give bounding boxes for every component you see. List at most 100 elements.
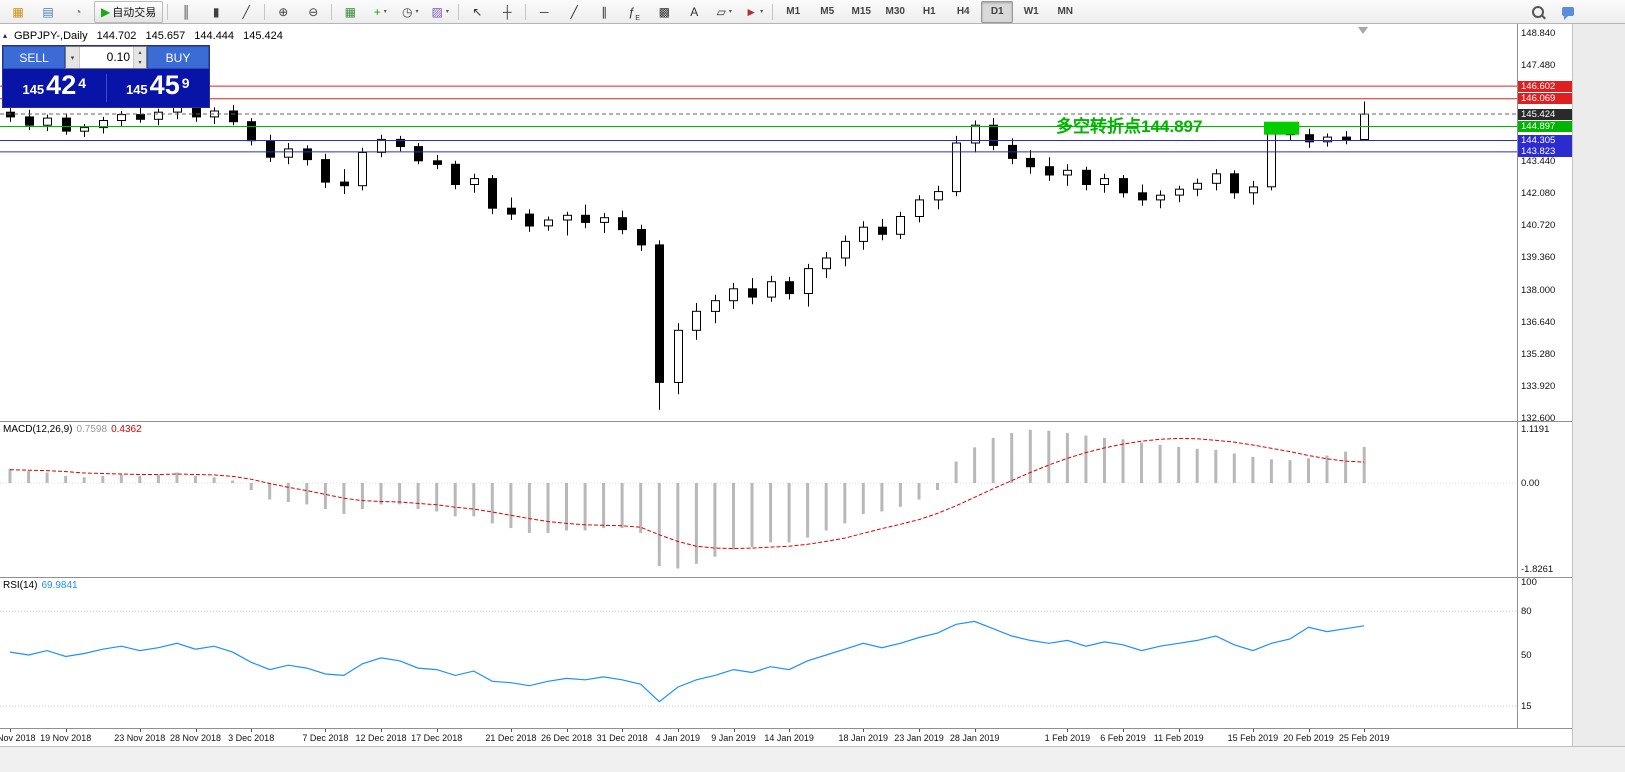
grid-icon[interactable]: ▩	[650, 1, 678, 23]
templates-icon[interactable]: ▨ ▾	[426, 1, 454, 23]
zoom-out-icon[interactable]: ⊖	[299, 1, 327, 23]
zoom-in-icon: ⊕	[278, 4, 289, 19]
date-tick	[677, 729, 679, 732]
refresh-icon: ◔	[74, 4, 82, 19]
timeframe-w1[interactable]: W1	[1023, 6, 1039, 17]
price-level-label: 144.305	[1518, 135, 1573, 146]
date-label: 25 Feb 2019	[1338, 733, 1390, 743]
tile-windows-icon[interactable]: ▦	[336, 1, 364, 23]
timeframe-mn[interactable]: MN	[1057, 6, 1074, 17]
chevron-down-icon: ▾	[383, 9, 387, 15]
charts-icon[interactable]: ▤	[34, 1, 62, 23]
sell-price-prefix: 145	[22, 81, 45, 97]
axis-tick-label: 132.600	[1521, 412, 1556, 424]
date-label: 14 Jan 2019	[764, 733, 814, 743]
right-gutter	[1572, 24, 1625, 746]
date-tick	[10, 729, 11, 732]
axis-tick-label: 143.440	[1521, 155, 1556, 167]
periods-icon[interactable]: ◷ ▾	[396, 1, 424, 23]
one-click-toggle[interactable]: ▴	[3, 31, 8, 40]
buy-price-pip: 9	[181, 75, 190, 91]
chevron-down-icon: ▾	[445, 9, 449, 15]
volume-dropdown[interactable]: ▾	[66, 47, 80, 68]
date-tick	[195, 729, 197, 732]
zoom-in-icon[interactable]: ⊕	[269, 1, 297, 23]
date-tick	[733, 729, 735, 732]
date-tick	[566, 729, 568, 732]
arrows-icon[interactable]: ► ▾	[740, 1, 768, 23]
timeframe-h4[interactable]: H4	[956, 6, 970, 17]
price-level-label: 144.897	[1518, 121, 1573, 132]
date-tick	[1178, 729, 1180, 732]
date-label: 15 Feb 2019	[1227, 733, 1279, 743]
rsi-canvas[interactable]	[0, 577, 1517, 728]
sell-price-pip: 4	[78, 75, 87, 91]
axis-tick-label: 0.00	[1521, 477, 1540, 489]
chart-shift-marker[interactable]	[1358, 27, 1368, 34]
date-label: 23 Jan 2019	[894, 733, 944, 743]
equidistant-channel-icon[interactable]: ∥	[590, 1, 618, 23]
volume-up-button[interactable]: ▴	[134, 47, 146, 58]
pivot-annotation: 多空转折点144.897	[1056, 117, 1203, 136]
candlestick-chart-icon[interactable]: ▮	[202, 1, 230, 23]
timeframe-d1[interactable]: D1	[981, 0, 1014, 23]
volume-down-button[interactable]: ▾	[134, 57, 146, 68]
crosshair-icon[interactable]: ┼	[493, 1, 521, 23]
candlestick-series	[6, 101, 1369, 410]
highlight-box	[1264, 121, 1300, 135]
axis-tick-label: 100	[1521, 576, 1537, 588]
chat-icon[interactable]	[1554, 1, 1582, 23]
axis-tick-label: 138.000	[1521, 284, 1556, 296]
timeframe-m15[interactable]: M15	[851, 6, 871, 17]
low-value: 144.444	[194, 30, 235, 42]
indicators-icon[interactable]: + ▾	[366, 1, 394, 23]
search-icon[interactable]	[1524, 1, 1552, 23]
buy-price[interactable]: 145 45 9	[107, 72, 210, 104]
bar-chart-icon[interactable]: ║	[172, 1, 200, 23]
price-level-label: 146.602	[1518, 80, 1573, 92]
price-level-label: 146.069	[1518, 93, 1573, 105]
timeframe-m1[interactable]: M1	[786, 6, 801, 17]
macd-indicator-label: MACD(12,26,9) 0.7598 0.4362	[3, 424, 142, 435]
rsi-indicator-label: RSI(14) 69.9841	[3, 580, 78, 591]
buy-button[interactable]: BUY	[147, 46, 209, 69]
grid-icon: ▩	[658, 4, 670, 19]
rsi-panel-separator[interactable]	[0, 577, 1572, 578]
cursor-icon[interactable]: ↖	[463, 1, 491, 23]
date-tick	[436, 729, 438, 732]
axis-tick-label: 135.280	[1521, 349, 1556, 360]
axis-tick-label: 148.840	[1521, 27, 1556, 39]
axis-tick-label: 147.480	[1521, 59, 1556, 71]
line-chart-icon[interactable]: ╱	[232, 1, 260, 23]
volume-control: ▾ 0.10 ▴ ▾	[65, 46, 147, 69]
shapes-icon[interactable]: ▱ ▾	[710, 1, 738, 23]
date-tick	[1252, 729, 1254, 732]
macd-panel-separator[interactable]	[0, 421, 1572, 422]
macd-canvas[interactable]	[0, 421, 1517, 577]
sell-price[interactable]: 145 42 4	[3, 72, 106, 104]
volume-input[interactable]: 0.10	[106, 50, 130, 64]
text-icon: A	[690, 4, 699, 19]
axis-tick-label: 140.720	[1521, 220, 1556, 231]
sell-button[interactable]: SELL	[3, 46, 65, 69]
text-icon[interactable]: A	[680, 1, 708, 23]
time-axis-separator	[0, 728, 1572, 729]
horizontal-line-icon[interactable]: ─	[530, 1, 558, 23]
new-order-icon[interactable]: ▦	[4, 1, 32, 23]
trendline-icon[interactable]: ╱	[560, 1, 588, 23]
price-chart-canvas[interactable]	[0, 24, 1517, 421]
date-tick	[919, 729, 920, 732]
toolbar-separator	[525, 3, 527, 20]
timeframe-m30[interactable]: M30	[885, 6, 905, 17]
price-axis[interactable]: 148.840 147.480 143.440 142.080 140.720 139.3…	[1517, 24, 1573, 746]
timeframe-m5[interactable]: M5	[820, 6, 835, 17]
date-label: 3 Dec 2018	[228, 733, 275, 743]
autotrading-button[interactable]: ▶ 自动交易	[94, 0, 164, 23]
axis-tick-label: 142.080	[1521, 187, 1556, 199]
timeframe-h1[interactable]: H1	[922, 6, 936, 17]
date-label: 11 Feb 2019	[1153, 733, 1204, 743]
shapes-icon: ▱	[716, 4, 726, 19]
refresh-icon[interactable]: ◔	[64, 1, 92, 23]
